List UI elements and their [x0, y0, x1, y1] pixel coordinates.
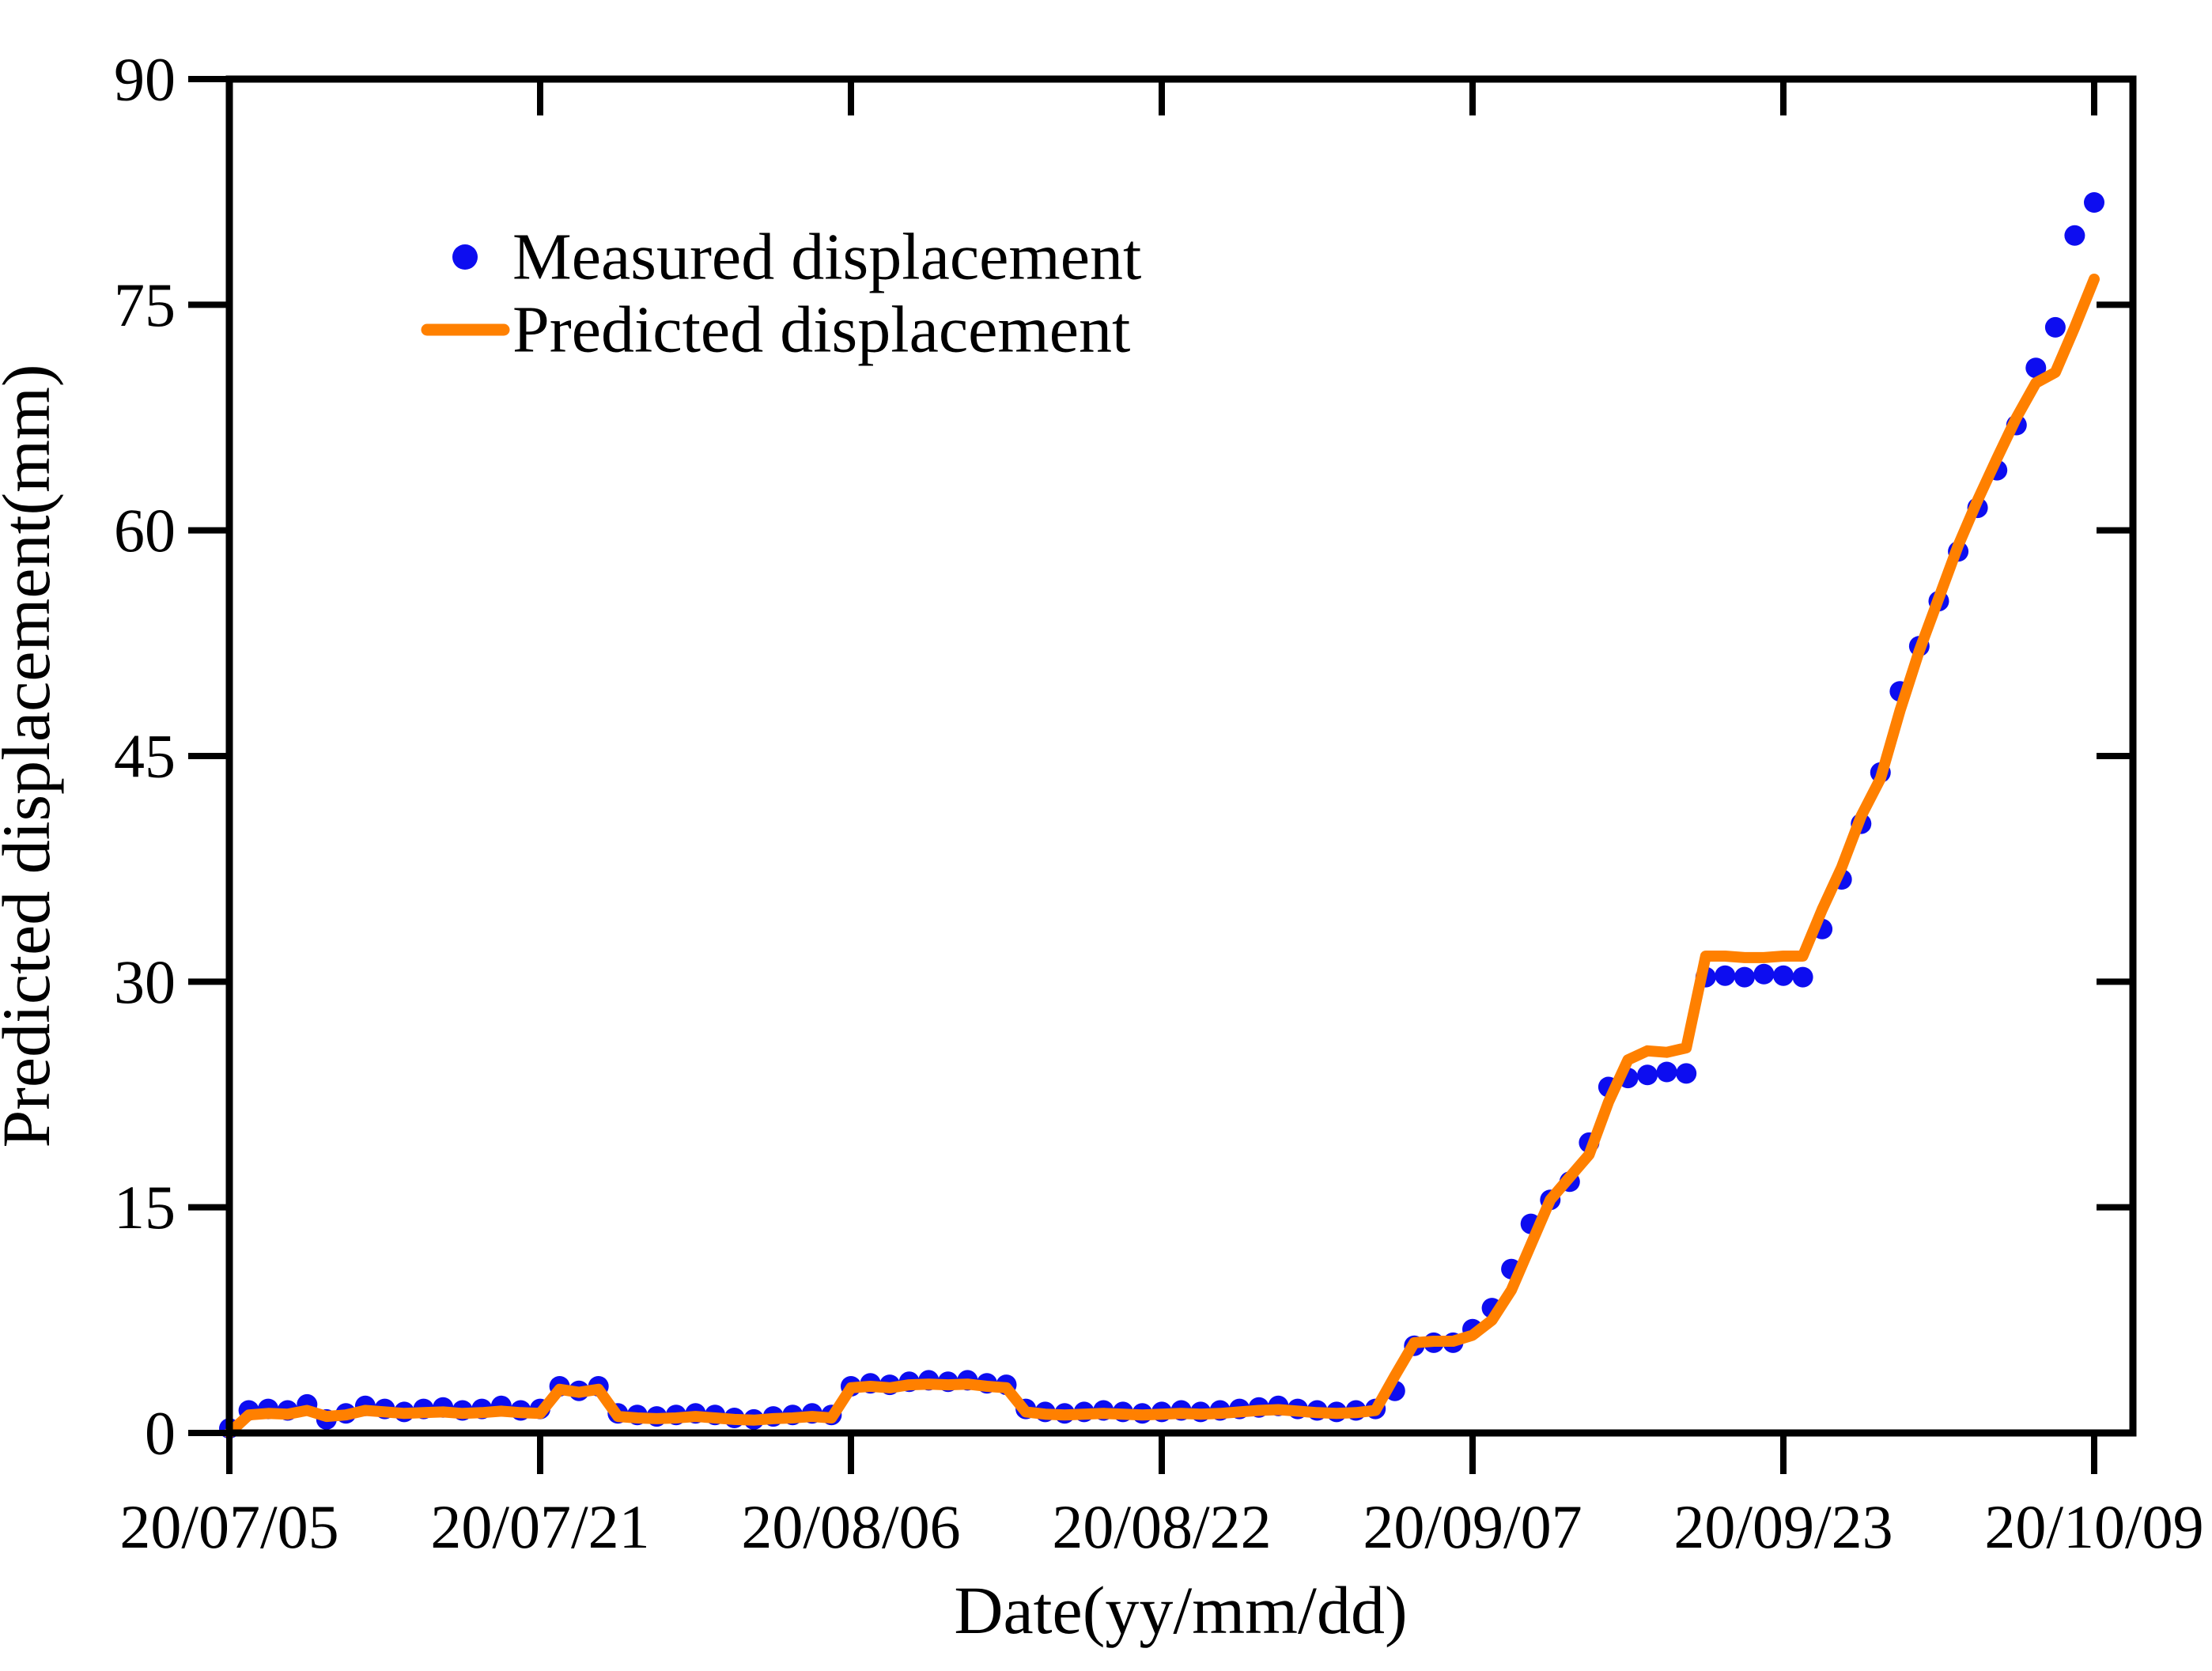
measured-point [1637, 1064, 1658, 1086]
measured-point [1773, 965, 1794, 986]
measured-point [1676, 1063, 1697, 1084]
x-tick-label: 20/09/07 [1363, 1492, 1582, 1561]
predicted-line [224, 274, 2100, 1438]
legend: Measured displacement Predicted displace… [421, 221, 1141, 367]
y-tick-label: 90 [114, 45, 176, 114]
measured-point [2044, 316, 2066, 338]
x-tick-label: 20/08/22 [1052, 1492, 1271, 1561]
measured-point [2064, 225, 2085, 246]
axis-ticks [188, 76, 2133, 1474]
x-tick-label: 20/09/23 [1673, 1492, 1892, 1561]
legend-label-predicted: Predicted displacement [512, 293, 1130, 367]
y-tick-label: 0 [145, 1399, 176, 1468]
legend-label-measured: Measured displacement [512, 221, 1141, 294]
y-tick-label: 75 [114, 270, 176, 339]
measured-point [2084, 192, 2104, 213]
measured-point [1792, 966, 1813, 988]
y-tick-labels: 0 15 30 45 60 75 90 [114, 45, 176, 1468]
predicted-series [224, 274, 2100, 1438]
x-tick-label: 20/07/05 [119, 1492, 338, 1561]
x-tick-label: 20/08/06 [741, 1492, 960, 1561]
x-tick-label: 20/07/21 [430, 1492, 649, 1561]
measured-point [1715, 965, 1736, 986]
measured-point [1734, 966, 1755, 988]
measured-point [1656, 1061, 1677, 1083]
x-axis-title: Date(yy/mm/dd) [954, 1572, 1407, 1648]
y-tick-label: 15 [114, 1173, 176, 1242]
y-tick-label: 60 [114, 496, 176, 565]
measured-point [2025, 357, 2047, 379]
x-tick-label: 20/10/09 [1984, 1492, 2203, 1561]
measured-dot-icon [452, 244, 478, 270]
y-tick-label: 30 [114, 947, 176, 1016]
measured-series [219, 192, 2104, 1439]
x-tick-labels: 20/07/05 20/07/21 20/08/06 20/08/22 20/09/07… [119, 1492, 2203, 1561]
y-axis-title: Predicted displacement(mm) [0, 364, 64, 1147]
y-tick-label: 45 [114, 722, 176, 791]
measured-point [1753, 963, 1775, 985]
